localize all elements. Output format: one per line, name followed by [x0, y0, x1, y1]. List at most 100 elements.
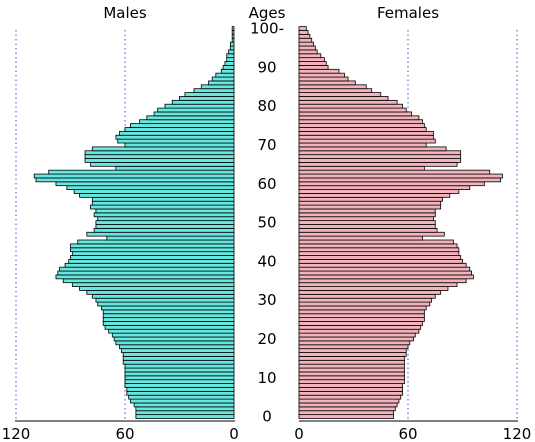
- male-bar-age-45: [77, 239, 235, 245]
- female-bar-age-91: [298, 61, 327, 66]
- male-bar-age-76: [139, 119, 235, 125]
- female-bar-age-2: [298, 406, 396, 412]
- male-bar-age-40: [68, 259, 235, 264]
- male-bar-age-16: [122, 352, 235, 357]
- male-bar-age-91: [224, 61, 235, 66]
- male-bar-age-94: [228, 49, 235, 55]
- male-bar-age-13: [124, 363, 235, 369]
- female-bar-age-58: [298, 189, 460, 194]
- age-tick-70: 70: [257, 136, 276, 154]
- female-bar-age-62: [298, 173, 503, 179]
- female-x-tick-0: 0: [294, 425, 304, 442]
- male-bar-age-54: [90, 204, 235, 210]
- female-bar-age-81: [298, 99, 398, 105]
- females-panel-title: Females: [377, 4, 439, 22]
- female-bar-age-5: [298, 394, 402, 400]
- female-x-tick-60: 60: [398, 425, 417, 442]
- male-bar-age-23: [104, 324, 235, 330]
- female-bar-age-11: [298, 371, 405, 377]
- female-bar-age-95: [298, 45, 316, 51]
- male-bar-age-61: [35, 177, 235, 183]
- female-bar-age-50: [298, 220, 436, 225]
- male-bar-age-64: [115, 165, 235, 171]
- female-bar-age-53: [298, 208, 436, 214]
- female-bar-age-0: [298, 414, 394, 419]
- female-bar-age-61: [298, 177, 502, 183]
- female-bar-age-57: [298, 193, 451, 198]
- female-bar-age-54: [298, 204, 442, 210]
- female-bar-age-17: [298, 348, 407, 353]
- female-x-tick-120: 120: [503, 425, 532, 442]
- female-bar-age-75: [298, 123, 425, 128]
- female-bar-age-51: [298, 216, 434, 222]
- female-bar-age-89: [298, 68, 340, 74]
- female-bar-age-47: [298, 231, 445, 237]
- male-bar-age-22: [108, 328, 235, 334]
- male-bar-age-36: [55, 274, 235, 280]
- female-bar-age-49: [298, 224, 436, 229]
- male-bar-age-51: [97, 216, 235, 222]
- male-bar-age-69: [91, 146, 235, 152]
- female-bar-age-7: [298, 387, 403, 392]
- female-bar-age-71: [298, 138, 436, 144]
- male-bar-age-5: [128, 394, 235, 400]
- female-bar-age-76: [298, 119, 423, 125]
- male-bar-age-26: [102, 313, 235, 319]
- male-bar-age-53: [95, 208, 235, 214]
- female-bar-age-84: [298, 88, 373, 93]
- female-bar-age-100: [298, 26, 307, 31]
- male-bar-age-79: [157, 107, 235, 113]
- female-bar-age-10: [298, 375, 405, 381]
- female-bar-age-30: [298, 297, 433, 303]
- female-bar-age-85: [298, 84, 367, 90]
- male-bar-age-34: [71, 282, 235, 287]
- female-bar-age-24: [298, 321, 423, 326]
- male-bar-age-44: [70, 243, 235, 249]
- female-bar-age-33: [298, 286, 449, 291]
- male-bar-age-35: [62, 278, 235, 284]
- female-bar-age-28: [298, 305, 427, 311]
- female-bar-age-86: [298, 80, 356, 86]
- female-bar-age-23: [298, 324, 422, 330]
- male-bar-age-77: [146, 115, 235, 121]
- female-bar-age-56: [298, 196, 443, 202]
- female-bar-age-1: [298, 410, 394, 416]
- male-bar-age-29: [97, 301, 235, 307]
- male-bar-age-82: [179, 96, 235, 101]
- male-bar-age-20: [113, 336, 235, 342]
- male-bar-age-68: [84, 150, 235, 156]
- female-bar-age-41: [298, 255, 462, 260]
- male-bar-age-75: [130, 123, 235, 128]
- female-bars: [298, 26, 503, 419]
- female-bar-age-38: [298, 266, 471, 272]
- male-bar-age-87: [211, 76, 235, 82]
- male-bar-age-38: [59, 266, 235, 272]
- age-tick-100-plus: 100-: [250, 20, 284, 38]
- male-bar-age-52: [93, 212, 235, 218]
- male-bar-age-92: [226, 57, 235, 62]
- male-bar-age-8: [124, 383, 235, 388]
- female-bar-age-42: [298, 251, 460, 256]
- female-bar-age-83: [298, 92, 382, 97]
- female-bar-age-27: [298, 309, 425, 315]
- age-tick-60: 60: [257, 175, 276, 193]
- age-tick-0: 0: [262, 408, 272, 426]
- male-bars: [33, 26, 235, 419]
- ages-axis-title: Ages: [249, 4, 286, 22]
- female-bar-age-93: [298, 53, 322, 59]
- male-bar-age-88: [215, 72, 235, 78]
- male-bar-age-41: [70, 255, 235, 260]
- female-bar-age-13: [298, 363, 405, 369]
- male-bar-age-50: [95, 220, 235, 225]
- male-bar-age-65: [90, 162, 235, 167]
- male-bar-age-98: [231, 33, 235, 39]
- male-bar-age-62: [33, 173, 235, 179]
- male-bar-age-56: [91, 196, 235, 202]
- male-bar-age-60: [55, 181, 235, 187]
- age-tick-30: 30: [257, 291, 276, 309]
- male-bar-age-17: [120, 348, 235, 353]
- male-bar-age-86: [208, 80, 235, 86]
- female-bar-age-72: [298, 134, 434, 140]
- female-bar-age-16: [298, 352, 407, 357]
